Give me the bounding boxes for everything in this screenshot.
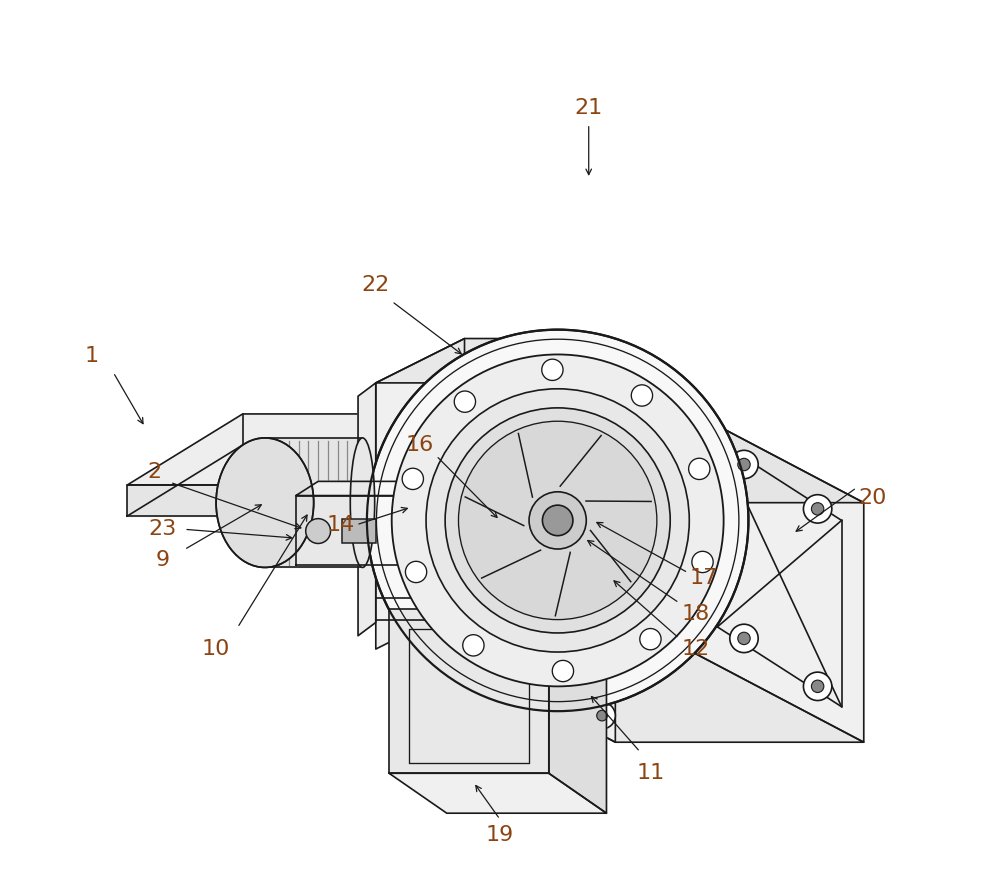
Polygon shape [358,383,376,635]
Polygon shape [447,414,864,503]
Circle shape [455,453,465,464]
Text: 11: 11 [637,764,665,783]
Circle shape [811,503,824,515]
Polygon shape [376,338,465,649]
Circle shape [447,445,473,472]
Circle shape [458,421,657,619]
Text: 19: 19 [486,825,514,846]
Circle shape [597,524,607,535]
Circle shape [738,632,750,644]
Text: 9: 9 [156,550,170,570]
Polygon shape [398,481,420,565]
Text: 14: 14 [326,514,354,535]
Polygon shape [549,609,606,813]
Ellipse shape [350,438,375,568]
Circle shape [589,702,615,729]
Circle shape [454,391,476,412]
Text: 2: 2 [147,462,161,481]
Polygon shape [127,414,669,485]
Polygon shape [389,609,549,773]
Polygon shape [296,496,398,565]
Circle shape [367,329,748,711]
Text: 18: 18 [681,603,709,624]
Circle shape [692,551,713,572]
Text: 1: 1 [85,346,99,367]
Polygon shape [265,438,362,568]
Text: 22: 22 [362,275,390,295]
Ellipse shape [216,438,314,568]
Circle shape [306,519,331,544]
Polygon shape [296,481,420,496]
Circle shape [447,613,473,640]
Circle shape [542,360,563,380]
Circle shape [589,516,615,543]
Circle shape [803,495,832,523]
FancyBboxPatch shape [342,519,376,544]
Text: 20: 20 [858,489,887,508]
Circle shape [455,621,465,632]
Circle shape [811,680,824,692]
Text: 23: 23 [149,519,177,539]
Polygon shape [553,414,669,516]
Polygon shape [447,414,615,742]
Text: 10: 10 [202,639,230,659]
Circle shape [402,468,423,490]
Polygon shape [482,338,571,658]
Circle shape [631,384,653,406]
Circle shape [803,672,832,700]
Circle shape [730,624,758,652]
Circle shape [542,506,573,536]
Polygon shape [127,485,553,516]
Circle shape [689,458,710,480]
Polygon shape [389,773,606,813]
Circle shape [552,660,574,682]
Circle shape [597,710,607,721]
Text: 12: 12 [681,639,709,659]
Text: 17: 17 [690,568,718,588]
Polygon shape [695,414,864,742]
Circle shape [405,562,427,583]
Circle shape [738,458,750,471]
Text: 21: 21 [575,98,603,117]
Circle shape [426,389,689,652]
Text: 16: 16 [406,435,434,455]
Circle shape [392,354,724,686]
Circle shape [445,408,670,633]
Circle shape [640,628,661,650]
Circle shape [529,492,586,549]
Polygon shape [447,653,864,742]
Circle shape [730,450,758,479]
Circle shape [463,635,484,656]
Polygon shape [376,338,571,383]
